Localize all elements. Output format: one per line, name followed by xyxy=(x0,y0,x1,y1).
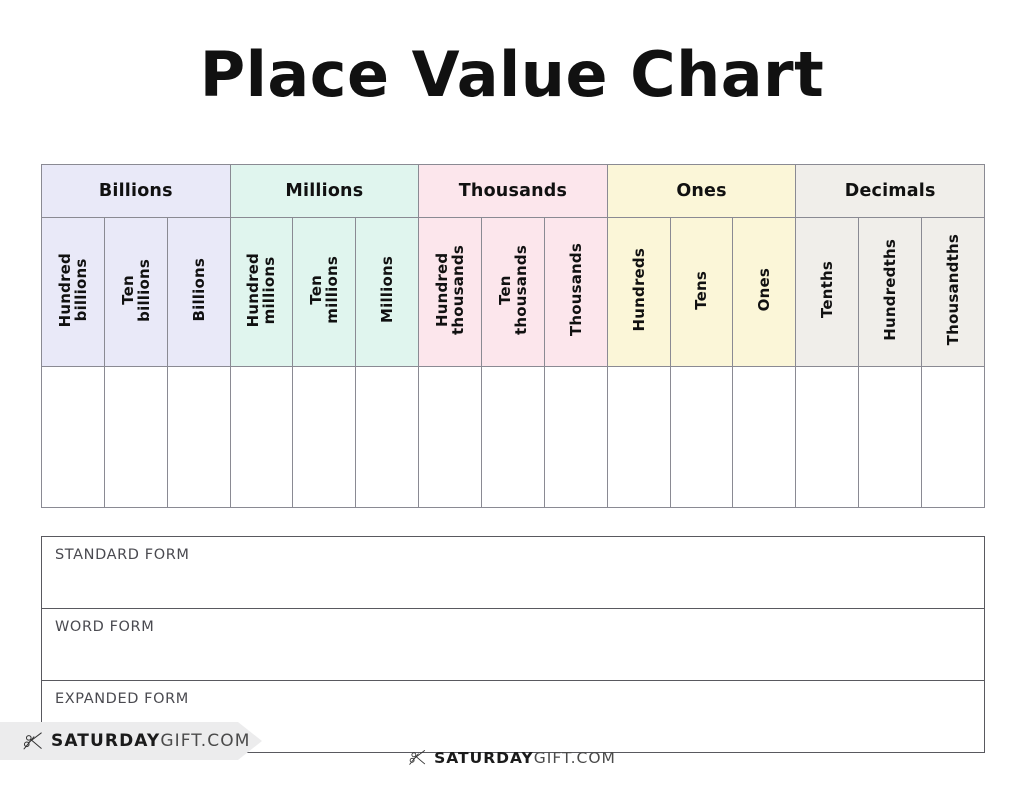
brand-lockup: SATURDAYGIFT.COM xyxy=(22,730,250,752)
group-header-thousands: Thousands xyxy=(418,164,608,218)
column-header-hundreds: Hundreds xyxy=(606,217,671,367)
column-label: Hundred thousands xyxy=(432,244,468,336)
entry-cell-tenths[interactable] xyxy=(795,366,860,508)
entry-cell-ones[interactable] xyxy=(732,366,797,508)
forms-row-standard: STANDARD FORM xyxy=(41,536,985,609)
column-label: Hundredths xyxy=(881,239,899,341)
scissors-icon xyxy=(23,732,42,750)
column-label: Ten thousands xyxy=(495,244,530,336)
brand-name-strong: SATURDAY xyxy=(51,731,161,751)
group-header-decimals: Decimals xyxy=(795,164,985,218)
entry-cell-ten-thousands[interactable] xyxy=(481,366,545,508)
column-label: Ones xyxy=(755,268,774,312)
entry-cell-hundred-thousands[interactable] xyxy=(418,366,483,508)
entry-cell-thousandths[interactable] xyxy=(921,366,985,508)
group-header-ones: Ones xyxy=(606,164,797,218)
column-header-millions: Millions xyxy=(355,217,420,367)
column-header-ones: Ones xyxy=(732,217,797,367)
entry-cell-billions[interactable] xyxy=(166,366,231,508)
entry-row xyxy=(41,366,985,508)
column-label: Hundred millions xyxy=(244,252,279,328)
column-header-thousandths: Thousandths xyxy=(921,217,985,367)
page-title: Place Value Chart xyxy=(199,38,825,111)
word-form-field[interactable]: WORD FORM xyxy=(41,608,985,681)
column-header-billions: Billions xyxy=(166,217,231,367)
group-header-millions: Millions xyxy=(229,164,420,218)
column-header-row: Hundred billions Ten billions Billions H… xyxy=(41,217,985,367)
column-header-tens: Tens xyxy=(669,217,734,367)
entry-cell-thousands[interactable] xyxy=(543,366,608,508)
entry-cell-hundred-billions[interactable] xyxy=(41,366,105,508)
entry-cell-hundred-millions[interactable] xyxy=(229,366,294,508)
column-label: Millions xyxy=(378,256,397,324)
footer-brand: SATURDAYGIFT.COM xyxy=(0,748,1024,767)
column-label: Tenths xyxy=(818,261,837,319)
brand-text: SATURDAYGIFT.COM xyxy=(51,731,250,751)
scissors-icon xyxy=(409,750,426,765)
entry-cell-ten-millions[interactable] xyxy=(292,366,357,508)
brand-name-light: GIFT.COM xyxy=(160,731,251,751)
column-label: Ten billions xyxy=(118,258,153,322)
column-label: Thousands xyxy=(566,243,585,337)
forms-table: STANDARD FORM WORD FORM EXPANDED FORM xyxy=(41,536,985,753)
brand-name-strong: SATURDAY xyxy=(434,748,534,767)
place-value-table: Billions Millions Thousands Ones Decimal… xyxy=(41,164,985,508)
entry-cell-hundredths[interactable] xyxy=(858,366,923,508)
column-label: Hundred billions xyxy=(55,252,90,328)
column-label: Tens xyxy=(692,270,711,310)
group-header-row: Billions Millions Thousands Ones Decimal… xyxy=(41,164,985,218)
column-label: Hundreds xyxy=(629,248,648,332)
column-header-thousands: Thousands xyxy=(543,217,608,367)
column-header-ten-millions: Ten millions xyxy=(292,217,357,367)
group-header-billions: Billions xyxy=(41,164,231,218)
entry-cell-hundreds[interactable] xyxy=(606,366,671,508)
forms-row-word: WORD FORM xyxy=(41,608,985,681)
entry-cell-ten-billions[interactable] xyxy=(103,366,168,508)
entry-cell-millions[interactable] xyxy=(355,366,420,508)
column-header-hundred-billions: Hundred billions xyxy=(41,217,105,367)
column-header-ten-thousands: Ten thousands xyxy=(481,217,545,367)
column-header-hundred-thousands: Hundred thousands xyxy=(418,217,483,367)
column-header-hundredths: Hundredths xyxy=(858,217,923,367)
brand-text: SATURDAYGIFT.COM xyxy=(434,749,616,767)
column-label: Ten millions xyxy=(307,256,342,324)
column-label: Thousandths xyxy=(943,234,962,346)
column-header-tenths: Tenths xyxy=(795,217,860,367)
brand-name-light: GIFT.COM xyxy=(533,748,616,767)
brand-lockup-footer: SATURDAYGIFT.COM xyxy=(408,748,616,767)
standard-form-field[interactable]: STANDARD FORM xyxy=(41,536,985,609)
watermark-ribbon: SATURDAYGIFT.COM xyxy=(0,722,262,760)
column-label: Billions xyxy=(189,258,208,322)
column-header-hundred-millions: Hundred millions xyxy=(229,217,294,367)
column-header-ten-billions: Ten billions xyxy=(103,217,168,367)
entry-cell-tens[interactable] xyxy=(669,366,734,508)
